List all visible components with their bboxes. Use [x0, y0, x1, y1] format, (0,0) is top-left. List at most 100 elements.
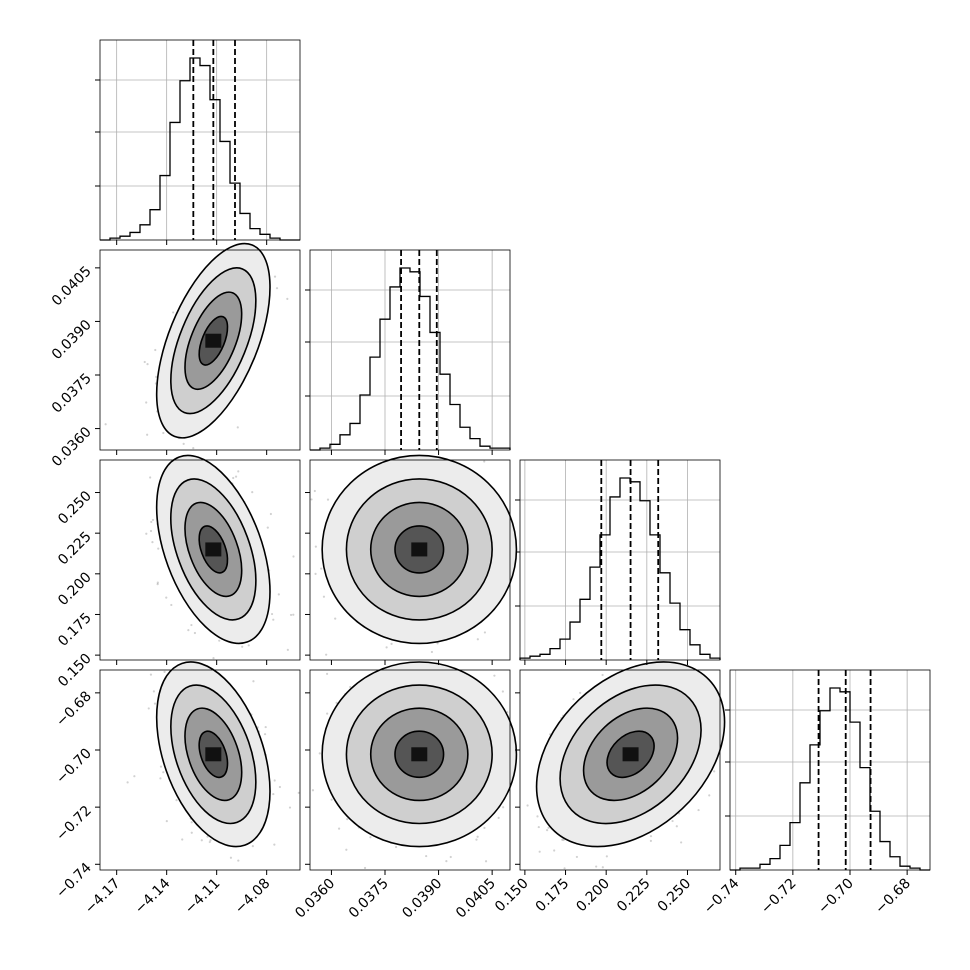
- scatter-point: [675, 825, 678, 828]
- x-tick-label: 0.0405: [453, 876, 499, 922]
- y-tick-label: 0.0360: [49, 424, 95, 470]
- scatter-point: [190, 821, 193, 824]
- scatter-point: [170, 603, 173, 607]
- panel-frame-2-1: [309, 459, 511, 661]
- scatter-point: [278, 785, 282, 789]
- scatter-point: [326, 498, 330, 501]
- x-tick-label: 0.0390: [399, 876, 445, 922]
- scatter-point: [104, 423, 107, 426]
- scatter-point: [649, 835, 653, 838]
- scatter-point: [263, 733, 267, 736]
- scatter-point: [476, 638, 479, 641]
- scatter-point: [483, 826, 486, 829]
- scatter-point: [501, 690, 504, 693]
- y-tick-label: 0.150: [55, 651, 95, 691]
- scatter-point: [292, 613, 295, 616]
- histogram-panel-1: [305, 249, 511, 451]
- panel-frame-1: [309, 249, 511, 451]
- panel-frame-3: [729, 669, 931, 871]
- scatter-point: [314, 572, 317, 575]
- scatter-point: [483, 631, 487, 634]
- histogram-line-3: [730, 687, 930, 871]
- scatter-point: [708, 794, 711, 797]
- x-tick-label: −0.70: [815, 876, 857, 918]
- panel-frame-3-2: [519, 669, 721, 871]
- scatter-point: [146, 433, 149, 436]
- panel-frame-1-0: [99, 249, 301, 451]
- scatter-point: [152, 690, 156, 693]
- scatter-point: [277, 593, 280, 596]
- scatter-point: [497, 816, 500, 819]
- scatter-point: [212, 656, 215, 660]
- density-peak: [205, 333, 222, 348]
- histogram-line-2: [519, 477, 721, 660]
- scatter-point: [318, 752, 321, 755]
- x-tick-label: −4.14: [132, 875, 174, 917]
- scatter-point: [310, 498, 313, 501]
- scatter-point: [208, 840, 211, 844]
- scatter-point: [537, 825, 540, 829]
- scatter-point: [126, 781, 129, 784]
- scatter-point: [483, 460, 486, 463]
- scatter-point: [163, 670, 166, 673]
- scatter-point: [475, 838, 478, 841]
- density-peak: [622, 747, 639, 762]
- scatter-point: [151, 540, 154, 544]
- scatter-point: [394, 845, 398, 849]
- scatter-point: [538, 850, 541, 853]
- scatter-point: [252, 680, 255, 683]
- scatter-point: [390, 642, 393, 645]
- scatter-point: [165, 820, 168, 823]
- y-tick-label: −0.72: [53, 803, 95, 845]
- scatter-point: [159, 777, 162, 780]
- panel-frame-3-0: [99, 669, 301, 871]
- scatter-point: [151, 518, 155, 522]
- x-tick-label: 0.150: [492, 876, 532, 916]
- scatter-point: [385, 646, 388, 649]
- scatter-point: [601, 866, 604, 869]
- scatter-point: [575, 855, 579, 859]
- scatter-point: [349, 685, 352, 689]
- scatter-point: [561, 838, 564, 841]
- scatter-point: [145, 401, 148, 404]
- scatter-point: [314, 545, 317, 548]
- scatter-panel-3-0: [99, 661, 301, 871]
- scatter-point: [493, 674, 496, 677]
- density-peak: [411, 747, 428, 762]
- scatter-point: [286, 297, 289, 300]
- scatter-point: [345, 848, 348, 851]
- scatter-point: [502, 806, 505, 809]
- scatter-point: [236, 426, 239, 429]
- scatter-point: [605, 855, 608, 858]
- scatter-point: [241, 645, 244, 648]
- scatter-point: [273, 779, 276, 782]
- x-tick-label: −4.08: [232, 876, 274, 918]
- scatter-point: [264, 725, 267, 729]
- scatter-point: [335, 701, 338, 704]
- scatter-point: [449, 855, 452, 859]
- histogram-panel-3: [725, 669, 931, 871]
- scatter-point: [325, 672, 329, 675]
- scatter-point: [237, 470, 240, 473]
- scatter-point: [272, 792, 275, 796]
- x-tick-label: 0.0375: [346, 876, 392, 922]
- scatter-point: [275, 287, 279, 290]
- x-tick-label: −4.17: [82, 876, 124, 918]
- y-tick-label: 0.0390: [49, 317, 95, 363]
- scatter-point: [153, 702, 157, 705]
- scatter-point: [156, 581, 159, 584]
- scatter-point: [484, 860, 488, 863]
- scatter-point: [601, 673, 604, 677]
- scatter-point: [445, 860, 448, 863]
- scatter-point: [181, 838, 184, 841]
- scatter-point: [425, 854, 428, 858]
- panel-frame-2-0: [99, 459, 301, 661]
- panel-frame-0: [99, 39, 301, 241]
- scatter-point: [143, 360, 146, 364]
- scatter-panel-2-1: [309, 454, 518, 661]
- scatter-point: [133, 775, 136, 778]
- panel-frame-3-1: [309, 669, 511, 871]
- scatter-point: [147, 707, 150, 710]
- scatter-point: [553, 849, 556, 852]
- scatter-point: [313, 489, 316, 493]
